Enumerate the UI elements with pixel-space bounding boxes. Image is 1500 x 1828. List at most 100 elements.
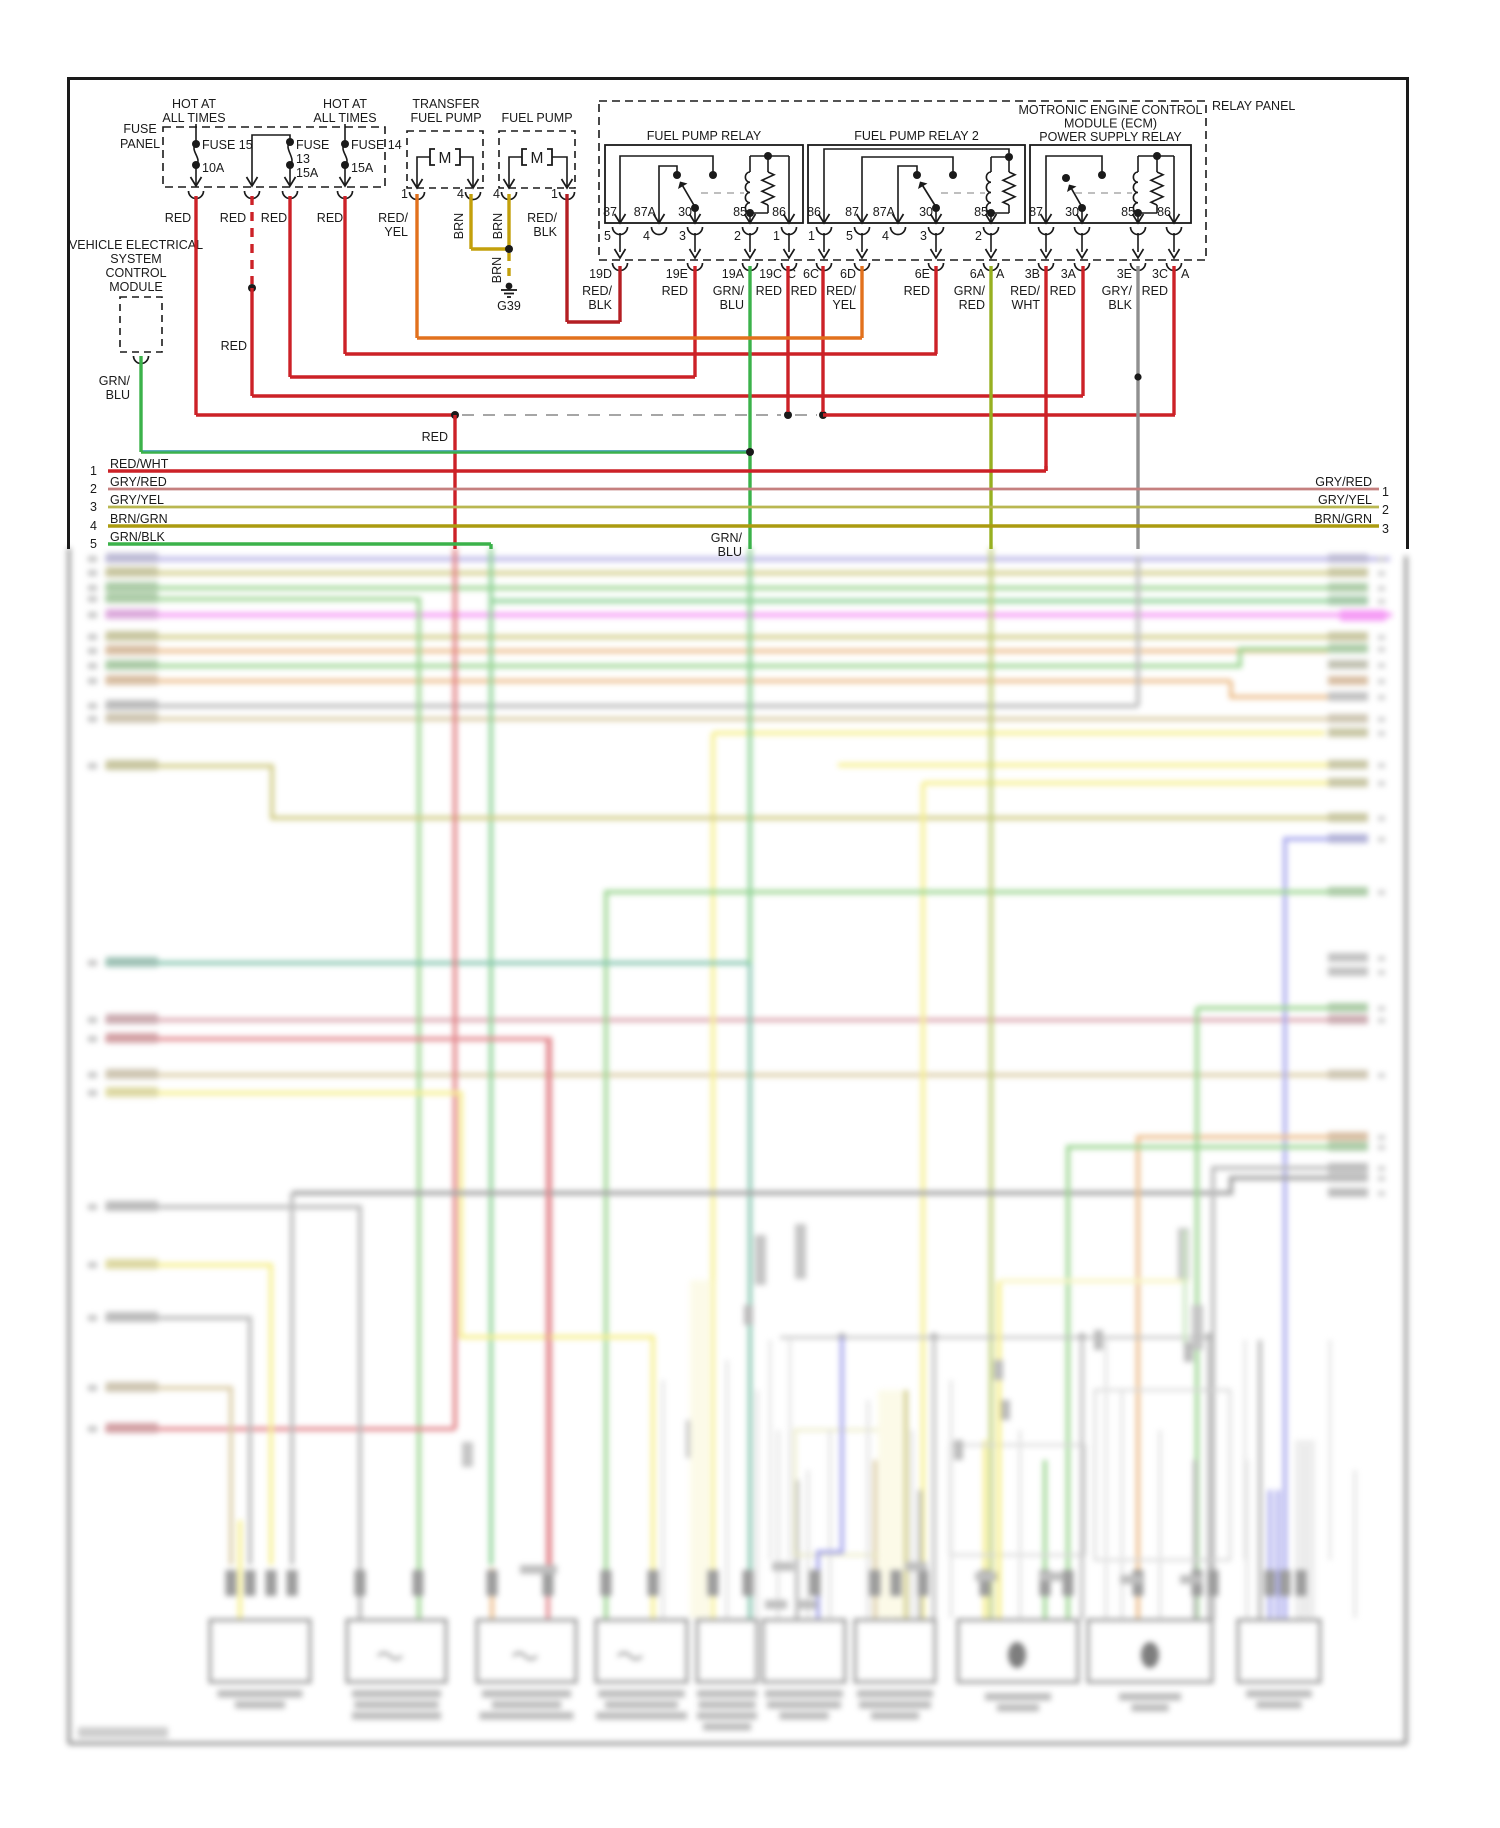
svg-text:15A: 15A: [296, 166, 319, 180]
svg-text:1: 1: [773, 229, 780, 243]
svg-text:MOTRONIC ENGINE CONTROL: MOTRONIC ENGINE CONTROL: [1018, 103, 1202, 117]
svg-text:RED: RED: [791, 284, 817, 298]
svg-text:87: 87: [845, 205, 859, 219]
svg-text:RED: RED: [220, 211, 246, 225]
svg-text:6D: 6D: [840, 267, 856, 281]
svg-text:TRANSFER: TRANSFER: [412, 97, 479, 111]
svg-text:RED/: RED/: [1010, 284, 1040, 298]
svg-text:SYSTEM: SYSTEM: [110, 252, 161, 266]
svg-text:BRN: BRN: [452, 213, 466, 239]
svg-text:GRN/BLK: GRN/BLK: [110, 530, 166, 544]
svg-text:RED/: RED/: [527, 211, 557, 225]
svg-text:ALL TIMES: ALL TIMES: [162, 111, 225, 125]
svg-text:3B: 3B: [1025, 267, 1040, 281]
svg-text:87: 87: [1029, 205, 1043, 219]
svg-text:GRY/RED: GRY/RED: [110, 475, 167, 489]
svg-text:CONTROL: CONTROL: [105, 266, 166, 280]
svg-text:5: 5: [846, 229, 853, 243]
svg-text:30: 30: [919, 205, 933, 219]
svg-text:1: 1: [401, 187, 408, 201]
svg-text:FUEL PUMP: FUEL PUMP: [410, 111, 481, 125]
svg-text:RED: RED: [221, 339, 247, 353]
svg-text:RED: RED: [1050, 284, 1076, 298]
svg-text:86: 86: [807, 205, 821, 219]
svg-text:FUEL PUMP: FUEL PUMP: [501, 111, 572, 125]
svg-text:VEHICLE ELECTRICAL: VEHICLE ELECTRICAL: [69, 238, 203, 252]
svg-text:RED: RED: [165, 211, 191, 225]
svg-text:A: A: [1181, 267, 1190, 281]
svg-text:RED: RED: [1142, 284, 1168, 298]
svg-text:2: 2: [90, 482, 97, 496]
svg-text:86: 86: [772, 205, 786, 219]
svg-text:GRY/RED: GRY/RED: [1315, 475, 1372, 489]
svg-text:87A: 87A: [634, 205, 657, 219]
svg-text:5: 5: [604, 229, 611, 243]
svg-text:3: 3: [920, 229, 927, 243]
svg-text:BLK: BLK: [1108, 298, 1132, 312]
svg-text:BLK: BLK: [533, 225, 557, 239]
svg-text:BLU: BLU: [720, 298, 744, 312]
svg-text:RED: RED: [317, 211, 343, 225]
svg-text:5: 5: [90, 537, 97, 551]
svg-text:BLU: BLU: [106, 388, 130, 402]
svg-text:GRN/: GRN/: [99, 374, 131, 388]
svg-text:RED: RED: [261, 211, 287, 225]
svg-text:PANEL: PANEL: [120, 137, 160, 151]
svg-text:4: 4: [90, 519, 97, 533]
svg-text:M: M: [439, 150, 452, 167]
svg-text:RED: RED: [904, 284, 930, 298]
svg-text:1: 1: [551, 187, 558, 201]
svg-text:YEL: YEL: [384, 225, 408, 239]
svg-text:GRN/: GRN/: [713, 284, 745, 298]
svg-text:2: 2: [975, 229, 982, 243]
svg-text:FUSE 14: FUSE 14: [351, 138, 402, 152]
svg-text:RELAY PANEL: RELAY PANEL: [1212, 99, 1295, 113]
svg-text:GRY/YEL: GRY/YEL: [110, 493, 164, 507]
svg-text:86: 86: [1157, 205, 1171, 219]
svg-text:GRY/: GRY/: [1102, 284, 1133, 298]
svg-text:3: 3: [679, 229, 686, 243]
svg-text:BRN: BRN: [491, 213, 505, 239]
svg-text:A: A: [996, 267, 1005, 281]
svg-text:15A: 15A: [351, 161, 374, 175]
svg-text:BRN/GRN: BRN/GRN: [1314, 512, 1372, 526]
svg-text:1: 1: [90, 464, 97, 478]
svg-text:RED: RED: [959, 298, 985, 312]
svg-text:RED: RED: [422, 430, 448, 444]
svg-text:BLU: BLU: [718, 545, 742, 559]
svg-text:BRN/GRN: BRN/GRN: [110, 512, 168, 526]
svg-text:4: 4: [882, 229, 889, 243]
svg-text:POWER SUPPLY RELAY: POWER SUPPLY RELAY: [1039, 130, 1182, 144]
svg-text:1: 1: [1382, 485, 1389, 499]
svg-text:FUSE 15: FUSE 15: [202, 138, 253, 152]
svg-text:HOT AT: HOT AT: [172, 97, 216, 111]
svg-text:BLK: BLK: [588, 298, 612, 312]
svg-text:19C: 19C: [759, 267, 782, 281]
svg-text:85: 85: [974, 205, 988, 219]
svg-text:RED/: RED/: [826, 284, 856, 298]
svg-text:85: 85: [733, 205, 747, 219]
svg-text:RED/: RED/: [582, 284, 612, 298]
svg-text:19D: 19D: [589, 267, 612, 281]
svg-text:RED: RED: [756, 284, 782, 298]
svg-text:1: 1: [808, 229, 815, 243]
svg-text:FUSE: FUSE: [296, 138, 329, 152]
svg-text:4: 4: [493, 187, 500, 201]
svg-text:4: 4: [457, 187, 464, 201]
svg-text:RED: RED: [662, 284, 688, 298]
svg-text:19A: 19A: [722, 267, 745, 281]
svg-text:2: 2: [1382, 503, 1389, 517]
svg-text:BRN: BRN: [490, 257, 504, 283]
svg-text:10A: 10A: [202, 161, 225, 175]
svg-text:13: 13: [296, 152, 310, 166]
svg-text:4: 4: [643, 229, 650, 243]
svg-text:85: 85: [1121, 205, 1135, 219]
svg-text:87: 87: [603, 205, 617, 219]
svg-text:YEL: YEL: [832, 298, 856, 312]
svg-text:6A: 6A: [970, 267, 986, 281]
svg-text:MODULE (ECM): MODULE (ECM): [1064, 117, 1157, 131]
svg-text:3A: 3A: [1061, 267, 1077, 281]
svg-text:3: 3: [90, 500, 97, 514]
svg-text:FUEL PUMP RELAY: FUEL PUMP RELAY: [647, 129, 762, 143]
svg-text:3: 3: [1382, 522, 1389, 536]
